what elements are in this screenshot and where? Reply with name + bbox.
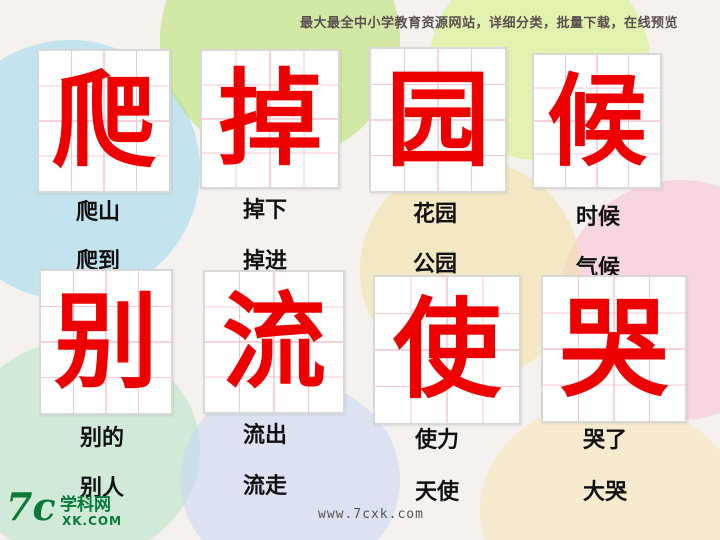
hanzi-glyph: 爬 xyxy=(51,59,156,182)
practice-grid xyxy=(534,55,660,187)
example-word: 花园 xyxy=(413,202,458,227)
character-card: 掉 xyxy=(200,49,340,189)
logo-domain: XK.COM xyxy=(62,514,123,528)
practice-grid xyxy=(205,272,343,412)
hanzi-glyph: 候 xyxy=(547,62,647,180)
example-word: 流走 xyxy=(243,474,288,499)
hanzi-glyph: 园 xyxy=(385,58,490,181)
hanzi-glyph: 使 xyxy=(392,287,501,413)
hanzi-glyph: 别 xyxy=(53,280,158,403)
practice-grid xyxy=(371,49,505,191)
footer-url: www.7cxk.com xyxy=(318,507,424,522)
character-card: 使 xyxy=(373,275,521,425)
example-word: 掉进 xyxy=(243,249,288,274)
example-word: 时候 xyxy=(576,205,621,230)
hanzi-glyph: 掉 xyxy=(217,57,322,180)
character-card: 别 xyxy=(39,269,173,415)
character-card: 园 xyxy=(369,47,507,193)
practice-grid xyxy=(39,51,169,191)
practice-grid xyxy=(202,51,338,187)
example-word: 流出 xyxy=(243,423,288,448)
example-word: 别的 xyxy=(80,426,125,451)
character-card: 候 xyxy=(532,53,662,189)
site-banner: 最大最全中小学教育资源网站，详细分类，批量下载，在线预览 xyxy=(300,16,679,31)
example-word: 公园 xyxy=(413,252,458,277)
example-word: 天使 xyxy=(415,480,460,505)
example-word: 哭了 xyxy=(583,428,628,453)
example-word: 掉下 xyxy=(243,198,288,223)
practice-grid xyxy=(41,271,171,413)
practice-grid xyxy=(543,277,685,421)
character-card: 流 xyxy=(203,270,345,414)
hanzi-glyph: 哭 xyxy=(559,286,668,412)
character-card: 哭 xyxy=(541,275,687,423)
logo-mark: 7c xyxy=(6,484,56,529)
example-word: 使力 xyxy=(415,428,460,453)
logo-name: 学科网 xyxy=(60,495,111,515)
site-logo: 7c 学科网 XK.COM xyxy=(6,486,144,534)
practice-grid xyxy=(375,277,519,423)
hanzi-glyph: 流 xyxy=(221,280,326,403)
example-word: 别人 xyxy=(80,476,125,501)
character-card: 爬 xyxy=(37,49,171,193)
example-word: 爬山 xyxy=(76,200,121,225)
example-word: 大哭 xyxy=(583,480,628,505)
